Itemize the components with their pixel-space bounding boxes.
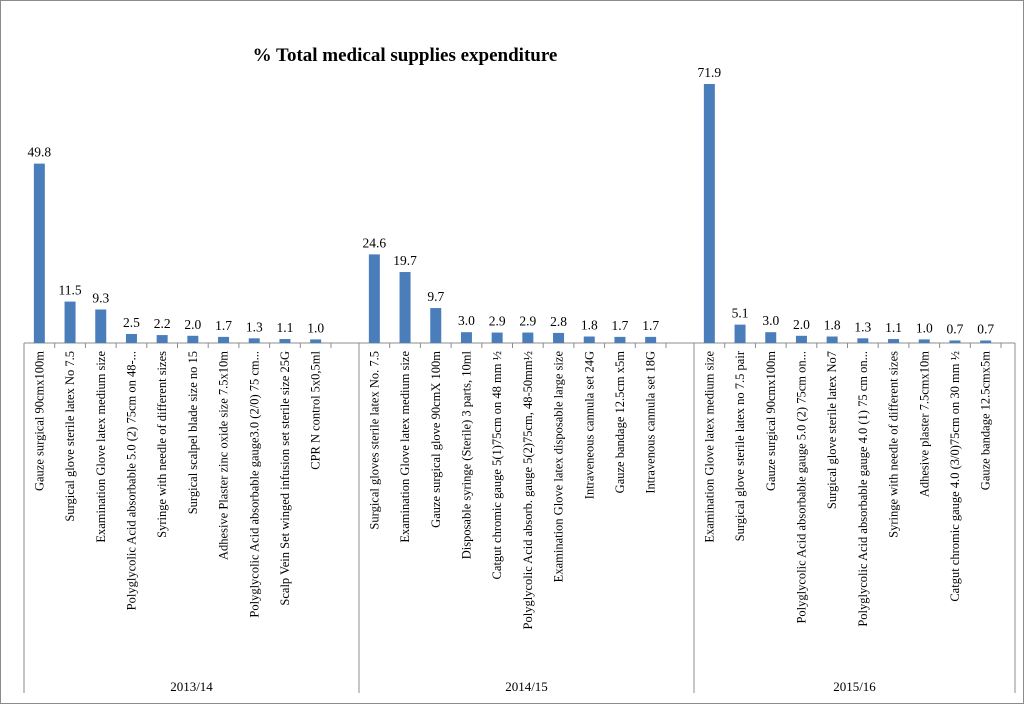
bar <box>33 163 45 343</box>
bar <box>399 272 411 343</box>
bar <box>949 340 961 343</box>
category-label: Gauze surgical glove 90cmX 100m <box>429 351 443 528</box>
group-label: 2015/16 <box>833 679 876 694</box>
bar <box>614 336 626 343</box>
category-label: Examination Glove latex medium size <box>398 351 412 543</box>
bar <box>553 332 565 343</box>
bar <box>795 335 807 343</box>
data-label: 1.0 <box>307 320 324 335</box>
data-label: 2.5 <box>123 315 140 330</box>
data-label: 49.8 <box>28 145 52 160</box>
chart-title: % Total medical supplies expenditure <box>253 45 558 66</box>
category-label: Polyglycolic Acid absorbable gauge3.0 (2… <box>247 351 261 618</box>
bar <box>95 309 107 343</box>
category-label: Examination Glove latex disposable large… <box>552 351 566 583</box>
data-label: 2.0 <box>184 317 201 332</box>
data-label: 2.0 <box>793 317 810 332</box>
bar <box>583 336 595 343</box>
data-label: 1.3 <box>246 319 263 334</box>
data-label: 1.7 <box>642 318 659 333</box>
category-label: Polyglycolic Acid absorbable gauge 4.0 (… <box>856 351 870 627</box>
category-label: Polyglycolic Acid absorbable 5.0 (2) 75c… <box>124 351 138 610</box>
category-label: Surgical glove sterile latex No7 <box>825 351 839 509</box>
data-label: 24.6 <box>363 235 387 250</box>
data-label: 2.8 <box>550 314 567 329</box>
data-label: 2.9 <box>489 314 506 329</box>
data-label: 2.2 <box>154 316 171 331</box>
category-label: Syringe with needle of different sizes <box>887 351 901 538</box>
data-label: 1.0 <box>916 320 933 335</box>
bar <box>248 338 260 343</box>
category-label: Surgical scalpel blade size no 15 <box>186 351 200 514</box>
bar <box>888 339 900 343</box>
category-label: Gauze surgical 90cmx100m <box>32 351 46 491</box>
data-label: 11.5 <box>58 283 81 298</box>
category-label: Examination Glove latex medium size <box>94 351 108 543</box>
category-label: Polyglycolic Acid absorbable gauge 5.0 (… <box>794 351 808 624</box>
bar <box>64 301 76 343</box>
data-label: 5.1 <box>732 306 749 321</box>
group-label: 2014/15 <box>505 679 548 694</box>
bar <box>980 340 992 343</box>
bar <box>368 254 380 343</box>
data-label: 1.7 <box>612 318 629 333</box>
bar <box>460 332 472 343</box>
bar <box>187 335 199 343</box>
bar <box>156 335 168 343</box>
bar <box>826 336 838 343</box>
data-label: 71.9 <box>698 65 722 80</box>
data-label: 9.3 <box>92 290 109 305</box>
bar <box>522 332 534 343</box>
category-label: Surgical glove sterile latex No 7.5 <box>63 351 77 522</box>
data-label: 1.3 <box>854 319 871 334</box>
data-label: 1.8 <box>824 318 841 333</box>
category-label: Gauze surgical 90cmx100m <box>764 351 778 491</box>
data-label: 3.0 <box>458 313 475 328</box>
chart-marks: 49.8 Gauze surgical 90cmx100m 11.5 Surgical… <box>23 65 1016 694</box>
bar <box>857 338 869 343</box>
category-label: Disposable syringe (Sterile) 3 parts, 10… <box>459 350 473 559</box>
data-label: 3.0 <box>762 313 779 328</box>
data-label: 19.7 <box>393 253 417 268</box>
bar <box>765 332 777 343</box>
category-label: Catgut chromic gauge 4.0 (3/0)75cm on 30… <box>948 351 962 602</box>
category-label: CPR N control 5x0,5ml <box>309 350 323 469</box>
bar <box>645 336 657 343</box>
bar <box>125 333 137 343</box>
category-label: Scalp Vein Set winged infusion set steri… <box>278 351 292 606</box>
data-label: 1.1 <box>885 320 902 335</box>
category-label: Syringe with needle of different sizes <box>155 351 169 538</box>
category-label: Adhesive Plaster zinc oxide size 7.5x10m <box>217 351 231 560</box>
data-label: 0.7 <box>947 321 964 336</box>
bar <box>310 339 322 343</box>
category-label: Gauze bandage 12.5cmx5m <box>979 351 993 490</box>
category-label: Gauze bandage 12.5cm x5m <box>613 351 627 494</box>
category-label: Catgut chromic gauge 5(1)75cm on 48 mm ½ <box>490 351 504 579</box>
category-label: Adhesive plaster 7.5cmx10m <box>917 351 931 497</box>
bar <box>918 339 930 343</box>
data-label: 1.7 <box>215 318 232 333</box>
data-label: 1.1 <box>277 320 294 335</box>
data-label: 9.7 <box>427 289 444 304</box>
bar <box>491 332 503 343</box>
category-label: Surgical glove sterile latex no 7.5 pair <box>733 350 747 541</box>
bar <box>430 308 442 343</box>
category-label: Examination Glove latex medium size <box>702 351 716 543</box>
group-label: 2013/14 <box>170 679 213 694</box>
bar <box>279 339 291 343</box>
category-label: Surgical gloves sterile latex No. 7.5 <box>367 351 381 530</box>
data-label: 0.7 <box>977 321 994 336</box>
category-label: Intravenous cannula set 18G <box>644 351 658 494</box>
bar <box>734 324 746 343</box>
data-label: 2.9 <box>519 314 536 329</box>
category-label: Intraveneous cannula set 24G <box>582 351 596 499</box>
category-label: Polyglycolic Acid absorb. gauge 5(2)75cm… <box>521 351 535 629</box>
data-label: 1.8 <box>581 318 598 333</box>
bar <box>218 336 230 343</box>
bar <box>703 84 715 343</box>
